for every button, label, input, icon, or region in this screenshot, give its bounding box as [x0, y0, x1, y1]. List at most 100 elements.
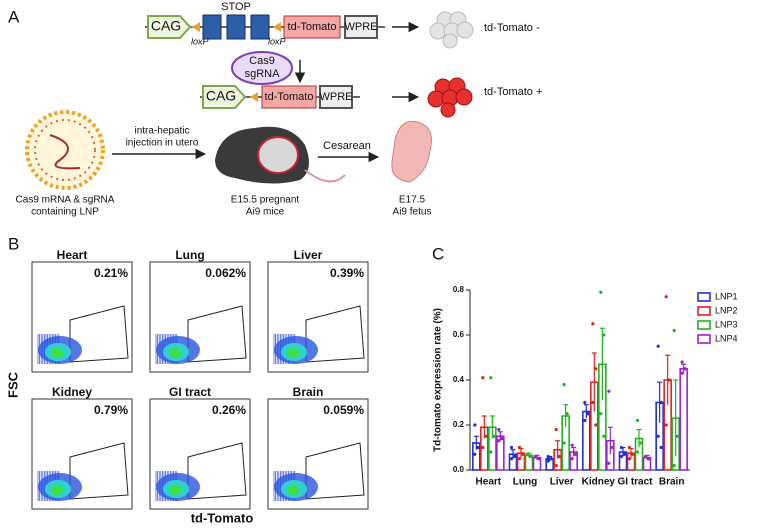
reporter-box	[283, 15, 341, 39]
panel-b: B FSC td-Tomato Heart0.21%Lung0.062%Live…	[5, 234, 369, 525]
data-point	[622, 452, 627, 456]
data-point	[570, 457, 574, 461]
x-tick-label: Brain	[659, 477, 685, 488]
data-point	[627, 457, 632, 461]
data-point	[573, 452, 577, 456]
density	[51, 348, 63, 358]
loxp: loxP	[268, 36, 286, 46]
result-on: td-Tomato +	[484, 86, 542, 98]
data-point	[517, 457, 522, 461]
mouse-label: E15.5 pregnant	[231, 195, 300, 206]
data-point	[473, 423, 477, 427]
data-point	[549, 457, 553, 461]
tail	[304, 169, 346, 183]
data-point	[481, 445, 485, 450]
data-point	[512, 454, 517, 459]
cells-off	[429, 11, 474, 49]
y-axis-label: Td-tomato expression rate (%)	[433, 308, 444, 452]
panel-label: A	[8, 7, 20, 26]
legend-label: LNP3	[715, 319, 738, 329]
reporter: td-Tomato	[265, 91, 314, 103]
lnp-label: Cas9 mRNA & sgRNA	[16, 195, 115, 206]
data-point	[476, 445, 480, 450]
legend-swatch	[697, 292, 711, 302]
data-point	[635, 418, 640, 423]
promoter-box	[202, 85, 247, 109]
cas9: sgRNA	[245, 68, 281, 80]
x-axis-label: td-Tomato	[191, 510, 254, 525]
data-point	[664, 295, 668, 299]
x-tick-label: Heart	[476, 477, 502, 488]
bar	[679, 367, 688, 471]
plot-title: Heart	[57, 248, 88, 262]
data-point	[583, 400, 587, 405]
density	[51, 485, 63, 495]
data-point	[484, 434, 488, 438]
data-point	[607, 389, 611, 393]
wpre: WPRE	[320, 91, 353, 103]
fetus-label: Ai9 fetus	[393, 207, 432, 218]
data-point	[659, 400, 663, 405]
data-point	[630, 452, 635, 456]
legend-label: LNP1	[715, 291, 738, 301]
plot-title: Brain	[293, 385, 324, 399]
data-point	[520, 452, 525, 456]
data-point	[497, 439, 501, 443]
density	[169, 485, 181, 495]
x-tick-label: Lung	[513, 477, 537, 488]
uterus	[257, 136, 299, 174]
plot-title: Kidney	[52, 385, 92, 399]
data-point	[554, 463, 558, 468]
y-tick-label: 0.6	[453, 330, 465, 339]
data-point	[489, 450, 493, 454]
data-point	[672, 328, 676, 333]
plot-title: Lung	[175, 248, 204, 262]
rna	[49, 134, 81, 170]
data-point	[500, 436, 504, 441]
legend-swatch	[697, 320, 711, 330]
data-point	[473, 452, 477, 456]
data-point	[546, 454, 550, 459]
plot-title: Liver	[294, 248, 323, 262]
wpre: WPRE	[345, 21, 378, 33]
wpre-box	[319, 85, 353, 109]
lnp-core	[34, 119, 96, 181]
data-point	[610, 445, 614, 450]
data-point	[525, 452, 530, 456]
panel-a: A CAG loxP STOP loxP td-Tomato WPRE td-T…	[8, 1, 542, 218]
data-point	[489, 376, 493, 380]
legend-label: LNP4	[715, 333, 738, 343]
data-point	[607, 461, 611, 465]
cas9-complex	[231, 51, 293, 85]
legend-swatch	[697, 306, 711, 316]
fetus-label: E17.5	[399, 195, 426, 206]
data-point	[656, 344, 660, 348]
data-point	[557, 454, 561, 459]
cesarean: Cesarean	[323, 140, 371, 152]
x-tick-label: GI tract	[617, 477, 653, 488]
data-point	[619, 454, 624, 459]
data-point	[646, 457, 651, 461]
flow-plot: Heart 0.21%	[31, 248, 133, 373]
data-point	[554, 427, 558, 432]
data-point	[562, 382, 566, 387]
data-point	[656, 434, 660, 438]
data-point	[643, 454, 648, 459]
data-point	[536, 457, 541, 461]
result-off: td-Tomato -	[484, 22, 540, 34]
x-tick-label: Kidney	[582, 477, 616, 488]
injection-label: injection in utero	[126, 138, 199, 149]
reporter: td-Tomato	[288, 21, 337, 33]
data-point	[492, 434, 496, 438]
data-point	[586, 412, 590, 416]
data-point	[528, 454, 533, 459]
panel-label: C	[432, 244, 444, 263]
data-point	[602, 434, 606, 438]
data-point	[570, 443, 574, 447]
density	[287, 485, 299, 495]
plot-percent: 0.26%	[212, 403, 246, 417]
stop-cassette	[202, 14, 270, 40]
loxp-icon	[250, 92, 258, 102]
